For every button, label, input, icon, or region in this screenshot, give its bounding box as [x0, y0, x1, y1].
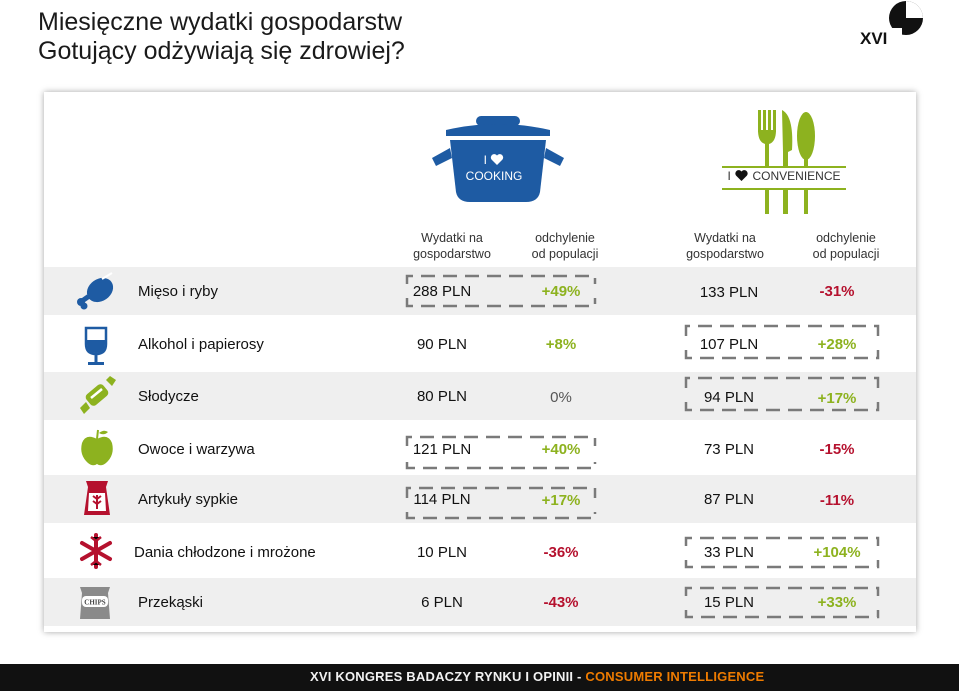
category-label: Owoce i warzywa [138, 441, 255, 458]
cooking-spend-value: 114 PLN [413, 491, 471, 508]
convenience-deviation-value: -31% [819, 283, 855, 300]
col-header-convenience-deviation: odchylenie od populacji [791, 230, 901, 262]
category-label: Mięso i ryby [138, 283, 219, 300]
cooking-deviation-value: +40% [541, 441, 581, 458]
heart-icon [735, 170, 748, 181]
convenience-prefix: I [727, 169, 731, 183]
col-header-line: od populacji [812, 247, 880, 261]
chips-bag-icon: CHIPS [80, 587, 110, 619]
wine-glass-icon [84, 326, 108, 365]
title-line-2: Gotujący odżywiają się zdrowiej? [38, 37, 405, 65]
cooking-deviation-value: -36% [543, 544, 579, 561]
cooking-spend-value: 121 PLN [412, 441, 472, 458]
col-header-line: Wydatki na [421, 231, 483, 245]
convenience-spend-value: 133 PLN [699, 284, 759, 301]
category-label: Dania chłodzone i mrożone [134, 544, 316, 561]
footer-text: XVI KONGRES BADACZY RYNKU I OPINII - CON… [310, 669, 764, 684]
cooking-label: I COOKING [446, 152, 542, 184]
grain-bag-icon [84, 481, 110, 515]
col-header-line: gospodarstwo [686, 247, 764, 261]
footer-congress: XVI KONGRES BADACZY RYNKU I OPINII - [310, 669, 586, 684]
chips-label: CHIPS [84, 599, 106, 607]
cooking-deviation-value: +17% [541, 492, 581, 509]
cooking-deviation-value: +49% [541, 283, 581, 300]
footer-banner: XVI KONGRES BADACZY RYNKU I OPINII - CON… [0, 664, 959, 691]
cooking-spend-value: 6 PLN [421, 594, 463, 611]
cooking-spend-value: 10 PLN [416, 544, 468, 561]
heart-icon [491, 154, 504, 165]
col-header-line: od populacji [531, 247, 599, 261]
cooking-deviation-value: 0% [550, 389, 572, 406]
convenience-spend-value: 87 PLN [703, 491, 755, 508]
col-header-cooking-spend: Wydatki na gospodarstwo [397, 230, 507, 262]
convenience-spend-value: 33 PLN [703, 544, 755, 561]
convenience-deviation-value: +104% [813, 544, 861, 561]
category-label: Artykuły sypkie [138, 491, 239, 508]
col-header-cooking-deviation: odchylenie od populacji [510, 230, 620, 262]
logo-text: XVI [860, 29, 887, 48]
convenience-label: I CONVENIENCE [722, 166, 846, 186]
cutlery-icon [722, 110, 846, 214]
convenience-deviation-value: +17% [817, 390, 857, 407]
category-label: Słodycze [138, 388, 199, 405]
xvi-logo-icon: XVI [858, 1, 923, 48]
convenience-spend-value: 94 PLN [703, 389, 755, 406]
candy-icon [80, 376, 116, 414]
col-header-convenience-spend: Wydatki na gospodarstwo [670, 230, 780, 262]
title-line-1: Miesięczne wydatki gospodarstw [38, 8, 403, 36]
category-label: Alkohol i papierosy [138, 336, 264, 353]
convenience-spend-value: 15 PLN [703, 594, 755, 611]
cooking-spend-value: 80 PLN [416, 388, 468, 405]
convenience-deviation-value: +28% [817, 336, 857, 353]
cooking-prefix: I [483, 153, 487, 167]
convenience-spend-value: 107 PLN [699, 336, 759, 353]
drumstick-icon [77, 272, 114, 310]
convenience-deviation-value: -15% [819, 441, 855, 458]
category-label: Przekąski [138, 594, 204, 611]
col-header-line: Wydatki na [694, 231, 756, 245]
page-title: Miesięczne wydatki gospodarstw Gotujący … [38, 8, 405, 66]
col-header-line: gospodarstwo [413, 247, 491, 261]
cooking-text: COOKING [465, 169, 523, 183]
cooking-spend-value: 288 PLN [412, 283, 472, 300]
snowflake-icon [80, 533, 112, 569]
col-header-line: odchylenie [816, 231, 876, 245]
convenience-spend-value: 73 PLN [703, 441, 755, 458]
cooking-spend-value: 90 PLN [416, 336, 468, 353]
footer-theme: CONSUMER INTELLIGENCE [585, 669, 765, 684]
cooking-deviation-value: +8% [545, 336, 577, 353]
col-header-line: odchylenie [535, 231, 595, 245]
cooking-pot-icon [432, 116, 564, 202]
apple-icon [81, 429, 113, 466]
cooking-deviation-value: -43% [543, 594, 579, 611]
convenience-deviation-value: +33% [817, 594, 857, 611]
convenience-deviation-value: -11% [819, 492, 855, 509]
convenience-text: CONVENIENCE [752, 169, 841, 183]
